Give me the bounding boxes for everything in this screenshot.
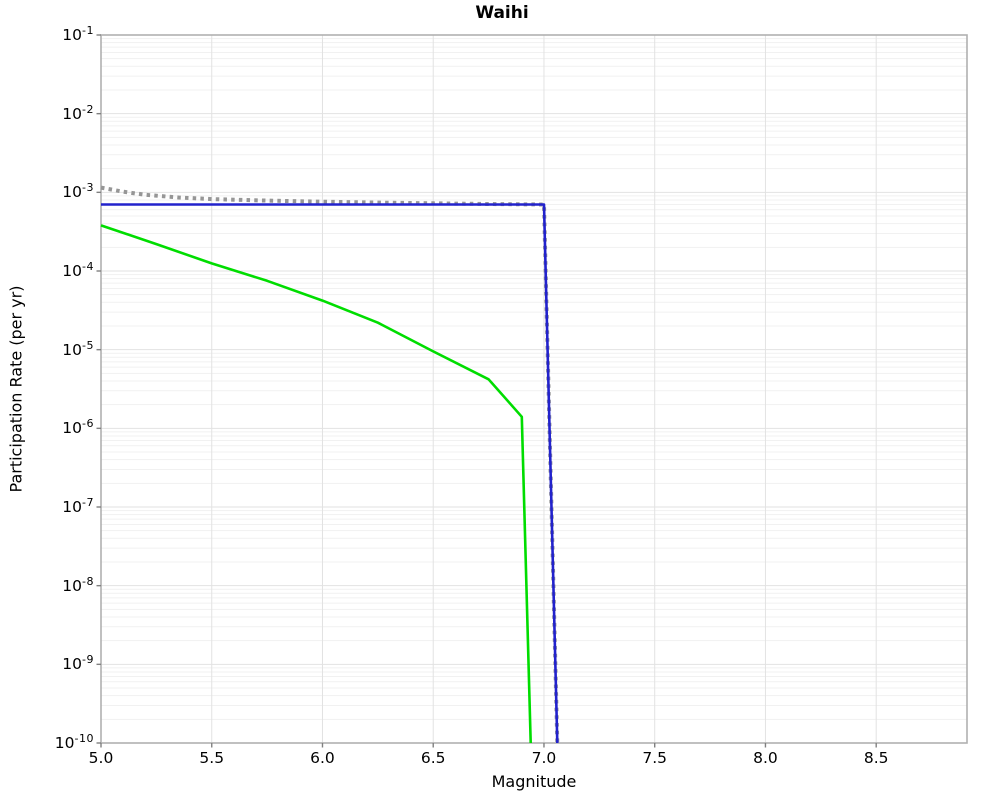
y-tick-label: 10-1 <box>62 24 94 44</box>
y-tick-label: 10-10 <box>54 732 94 752</box>
x-tick-label: 8.5 <box>863 749 889 767</box>
x-tick-label: 6.5 <box>420 749 446 767</box>
y-tick-label: 10-9 <box>62 653 94 674</box>
y-tick-label: 10-4 <box>62 260 94 280</box>
green-solid-curve <box>100 224 532 744</box>
x-tick-label: 7.5 <box>642 749 668 767</box>
x-tick-label: 8.0 <box>753 749 778 767</box>
y-axis-label: Participation Rate (per yr) <box>6 285 26 493</box>
y-tick-label: 10-5 <box>62 338 94 359</box>
plot-frame <box>100 34 968 744</box>
x-tick-label: 6.0 <box>310 749 335 767</box>
x-tick-label: 5.5 <box>199 749 225 767</box>
y-tick-label: 10-2 <box>62 102 94 123</box>
blue-solid-curve <box>101 203 559 744</box>
y-tick-label: 10-3 <box>62 181 94 202</box>
x-tick-label: 7.0 <box>531 749 557 767</box>
y-tick-label: 10-8 <box>62 574 94 595</box>
x-tick-label: 5.0 <box>88 749 114 767</box>
chart-title: Waihi <box>475 3 529 23</box>
y-tick-label: 10-7 <box>62 496 94 516</box>
y-tick-label: 10-6 <box>62 417 94 438</box>
x-axis-label: Magnitude <box>491 772 577 791</box>
gray-dotted-curve <box>100 185 560 744</box>
